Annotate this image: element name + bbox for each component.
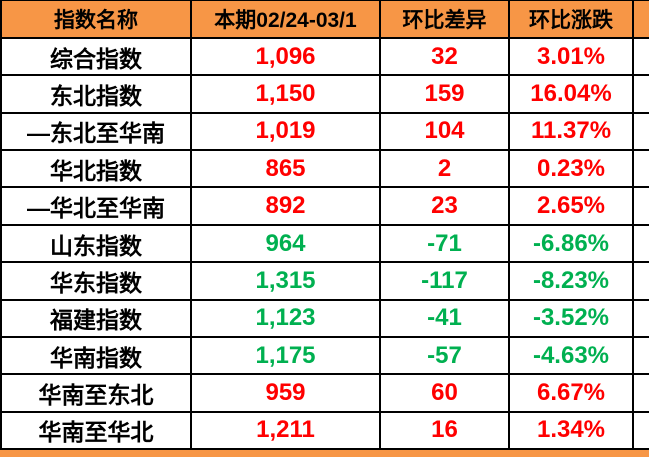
- index-name-cell: 华东指数: [0, 261, 192, 301]
- index-pct-cell: 3.01%: [508, 36, 634, 77]
- index-pct-cell: 16.04%: [508, 74, 634, 114]
- index-name-cell: 福建指数: [0, 298, 192, 339]
- index-value-cell: 1,150: [190, 74, 381, 114]
- table-row: 综合指数 1,096 32 3.01%: [0, 36, 649, 77]
- index-diff-cell: 23: [379, 186, 510, 226]
- index-pct-cell: 6.67%: [508, 373, 634, 413]
- table-row: 东北指数 1,150 159 16.04%: [0, 74, 649, 114]
- truncated-column-cell: [632, 336, 649, 376]
- index-name-cell: 华北指数: [0, 149, 192, 189]
- index-diff-cell: -117: [379, 261, 510, 301]
- truncated-column-cell: [632, 410, 649, 451]
- truncated-column-cell: [632, 373, 649, 413]
- index-pct-cell: -4.63%: [508, 336, 634, 376]
- table-row: 华东指数 1,315 -117 -8.23%: [0, 261, 649, 301]
- header-cell-pct: 环比涨跌: [508, 0, 634, 39]
- index-diff-cell: 60: [379, 373, 510, 413]
- table-row: —东北至华南 1,019 104 11.37%: [0, 111, 649, 152]
- index-pct-cell: 0.23%: [508, 149, 634, 189]
- table-row: 福建指数 1,123 -41 -3.52%: [0, 298, 649, 339]
- table-row: —华北至华南 892 23 2.65%: [0, 186, 649, 226]
- index-value-cell: 1,123: [190, 298, 381, 339]
- index-diff-cell: 104: [379, 111, 510, 152]
- index-value-cell: 1,096: [190, 36, 381, 77]
- index-value-cell: 1,315: [190, 261, 381, 301]
- index-pct-cell: 11.37%: [508, 111, 634, 152]
- truncated-column-cell: [632, 74, 649, 114]
- index-name-cell: 东北指数: [0, 74, 192, 114]
- index-value-cell: 865: [190, 149, 381, 189]
- index-diff-cell: 2: [379, 149, 510, 189]
- table-row: 华南至华北 1,211 16 1.34%: [0, 410, 649, 451]
- index-diff-cell: -57: [379, 336, 510, 376]
- index-diff-cell: -71: [379, 223, 510, 264]
- index-name-cell: 山东指数: [0, 223, 192, 264]
- table-row: 华南至东北 959 60 6.67%: [0, 373, 649, 413]
- index-name-cell: 综合指数: [0, 36, 192, 77]
- truncated-column-cell: [632, 111, 649, 152]
- index-value-cell: 1,211: [190, 410, 381, 451]
- table-row: 华北指数 865 2 0.23%: [0, 149, 649, 189]
- index-pct-cell: 2.65%: [508, 186, 634, 226]
- truncated-column-cell: [632, 223, 649, 264]
- truncated-column-cell: [632, 298, 649, 339]
- index-pct-cell: -3.52%: [508, 298, 634, 339]
- header-cell-period: 本期02/24-03/1: [190, 0, 381, 39]
- truncated-column-cell: [632, 149, 649, 189]
- truncated-column-cell: [632, 261, 649, 301]
- index-value-cell: 964: [190, 223, 381, 264]
- index-value-cell: 1,019: [190, 111, 381, 152]
- index-value-cell: 892: [190, 186, 381, 226]
- index-name-cell: —东北至华南: [0, 111, 192, 152]
- index-name-cell: 华南至华北: [0, 410, 192, 451]
- index-name-cell: 华南指数: [0, 336, 192, 376]
- index-diff-cell: 32: [379, 36, 510, 77]
- truncated-column-cell: [632, 186, 649, 226]
- truncated-column-cell: [632, 36, 649, 77]
- header-cell-diff: 环比差异: [379, 0, 510, 39]
- truncated-column-header-cell: [632, 0, 649, 39]
- index-pct-cell: -6.86%: [508, 223, 634, 264]
- table-row: 山东指数 964 -71 -6.86%: [0, 223, 649, 264]
- index-pct-cell: -8.23%: [508, 261, 634, 301]
- index-value-cell: 1,175: [190, 336, 381, 376]
- index-name-cell: —华北至华南: [0, 186, 192, 226]
- table-row: 华南指数 1,175 -57 -4.63%: [0, 336, 649, 376]
- table-header-row: 指数名称 本期02/24-03/1 环比差异 环比涨跌: [0, 0, 649, 39]
- index-diff-cell: 16: [379, 410, 510, 451]
- header-cell-index-name: 指数名称: [0, 0, 192, 39]
- index-name-cell: 华南至东北: [0, 373, 192, 413]
- index-value-cell: 959: [190, 373, 381, 413]
- index-diff-cell: -41: [379, 298, 510, 339]
- index-diff-cell: 159: [379, 74, 510, 114]
- index-pct-cell: 1.34%: [508, 410, 634, 451]
